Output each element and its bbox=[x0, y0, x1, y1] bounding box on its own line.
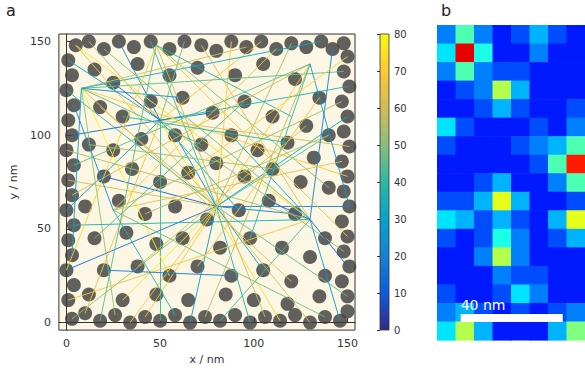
svg-text:0: 0 bbox=[44, 316, 51, 329]
svg-text:150: 150 bbox=[337, 337, 358, 350]
svg-text:80: 80 bbox=[394, 29, 407, 40]
svg-text:50: 50 bbox=[153, 337, 167, 350]
svg-text:100: 100 bbox=[30, 129, 51, 142]
svg-text:x / nm: x / nm bbox=[189, 353, 224, 366]
svg-text:150: 150 bbox=[30, 35, 51, 48]
svg-text:a: a bbox=[6, 1, 16, 20]
svg-text:b: b bbox=[441, 1, 451, 20]
svg-text:20: 20 bbox=[394, 251, 407, 262]
svg-text:100: 100 bbox=[243, 337, 264, 350]
svg-text:50: 50 bbox=[37, 222, 51, 235]
svg-text:30: 30 bbox=[394, 214, 407, 225]
svg-text:60: 60 bbox=[394, 103, 407, 114]
svg-text:y / nm: y / nm bbox=[7, 165, 20, 200]
svg-text:0: 0 bbox=[63, 337, 70, 350]
svg-text:70: 70 bbox=[394, 66, 407, 77]
svg-text:0: 0 bbox=[394, 325, 400, 336]
svg-text:40 nm: 40 nm bbox=[461, 297, 506, 313]
svg-text:10: 10 bbox=[394, 288, 407, 299]
svg-text:50: 50 bbox=[394, 140, 407, 151]
svg-text:40: 40 bbox=[394, 177, 407, 188]
